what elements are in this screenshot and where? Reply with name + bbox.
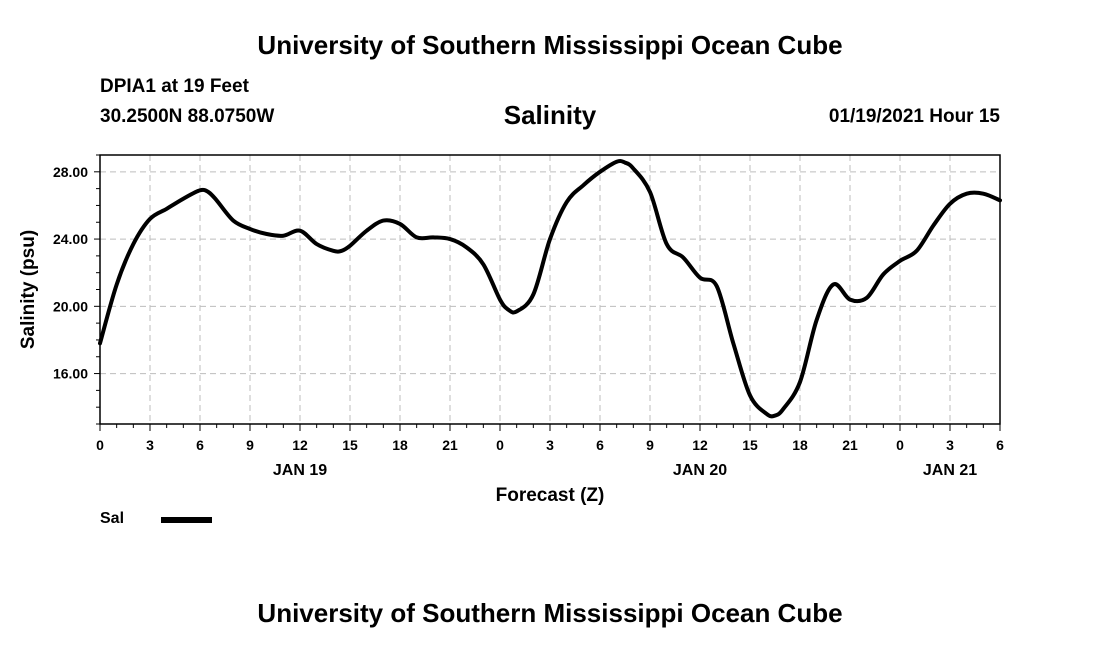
x-tick-label: 15 xyxy=(342,437,358,453)
y-axis-title: Salinity (psu) xyxy=(18,230,39,349)
x-tick-label: 9 xyxy=(646,437,654,453)
y-tick-label: 20.00 xyxy=(53,298,88,314)
x-tick-label: 18 xyxy=(792,437,808,453)
footer-title: University of Southern Mississippi Ocean… xyxy=(257,598,843,628)
x-axis-title: Forecast (Z) xyxy=(496,485,605,506)
x-tick-label: 18 xyxy=(392,437,408,453)
x-tick-label: 0 xyxy=(496,437,504,453)
chart-title: Salinity xyxy=(503,100,597,130)
x-tick-label: 0 xyxy=(96,437,104,453)
x-tick-label: 9 xyxy=(246,437,254,453)
x-day-label: JAN 21 xyxy=(923,462,977,479)
x-tick-label: 6 xyxy=(196,437,204,453)
page-title: University of Southern Mississippi Ocean… xyxy=(257,30,843,60)
x-tick-label: 3 xyxy=(946,437,954,453)
y-tick-label: 28.00 xyxy=(53,164,88,180)
series-line-sal xyxy=(98,159,1002,419)
x-tick-label: 12 xyxy=(692,437,708,453)
x-tick-label: 6 xyxy=(996,437,1004,453)
x-day-label: JAN 20 xyxy=(673,462,727,479)
plot-frame xyxy=(99,154,1001,425)
forecast-datetime: 01/19/2021 Hour 15 xyxy=(828,106,1000,127)
x-tick-label: 15 xyxy=(742,437,758,453)
x-tick-label: 0 xyxy=(896,437,904,453)
legend-label: Sal xyxy=(100,510,125,527)
x-tick-label: 3 xyxy=(546,437,554,453)
x-tick-label: 21 xyxy=(442,437,458,453)
coordinates-label: 30.2500N 88.0750W xyxy=(100,106,275,127)
x-tick-label: 3 xyxy=(146,437,154,453)
legend-line-swatch xyxy=(161,517,212,523)
x-tick-label: 12 xyxy=(292,437,308,453)
station-label: DPIA1 at 19 Feet xyxy=(100,76,249,97)
x-tick-label: 21 xyxy=(842,437,858,453)
x-day-label: JAN 19 xyxy=(273,462,327,479)
y-tick-label: 24.00 xyxy=(53,231,88,247)
x-tick-label: 6 xyxy=(596,437,604,453)
y-tick-label: 16.00 xyxy=(53,366,88,382)
